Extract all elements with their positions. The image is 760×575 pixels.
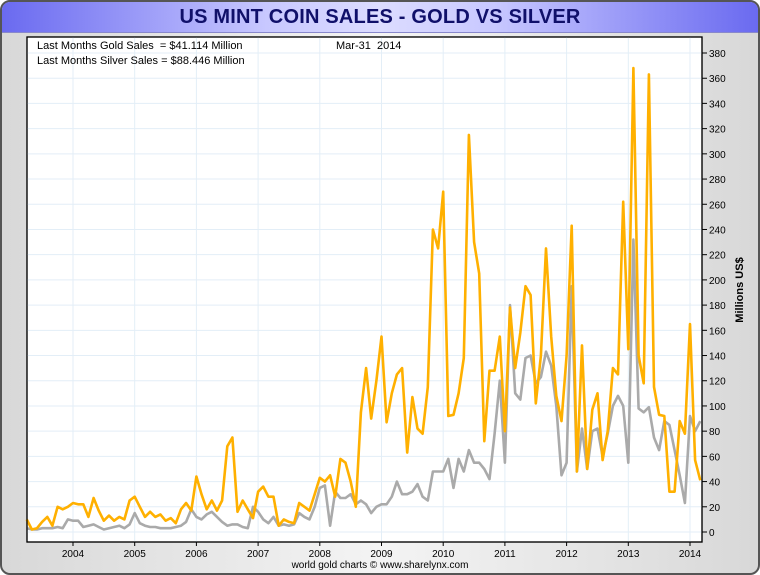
y-tick-label: 300 [709,150,726,161]
y-tick-label: 260 [709,200,726,211]
gold-sales-label: Last Months Gold Sales = $41.114 Million [37,40,243,52]
plot-border [26,36,703,543]
y-tick-label: 280 [709,175,726,186]
y-tick-label: 340 [709,99,726,110]
chart-title: US MINT COIN SALES - GOLD VS SILVER [179,6,581,28]
x-tick-label: 2008 [309,549,332,560]
y-tick-label: 360 [709,74,726,85]
y-tick-label: 120 [709,377,726,388]
x-tick-label: 2009 [370,549,393,560]
y-tick-label: 100 [709,402,726,413]
y-tick-label: 60 [709,452,721,463]
y-tick-label: 20 [709,503,721,514]
y-tick-label: 220 [709,251,726,262]
y-tick-label: 80 [709,427,721,438]
x-tick-label: 2010 [432,549,455,560]
y-tick-label: 160 [709,326,726,337]
x-tick-label: 2013 [617,549,640,560]
y-tick-label: 40 [709,478,721,489]
silver-sales-label: Last Months Silver Sales = $88.446 Milli… [37,55,245,67]
title-bar: US MINT COIN SALES - GOLD VS SILVER [2,2,758,33]
y-tick-label: 240 [709,225,726,236]
x-tick-label: 2004 [62,549,85,560]
y-tick-label: 180 [709,301,726,312]
credit: world gold charts © www.sharelynx.com [291,560,469,571]
x-tick-label: 2006 [185,549,208,560]
y-axis-label: Millions US$ [734,257,746,322]
x-tick-label: 2012 [555,549,578,560]
y-tick-label: 380 [709,49,726,60]
x-tick-label: 2011 [494,549,516,560]
y-tick-label: 0 [709,528,715,539]
y-tick-label: 200 [709,276,726,287]
series-lines [25,66,702,531]
x-tick-label: 2007 [247,549,270,560]
x-axis: 2004 2005 2006 2007 2008 2009 2010 2011 2012 2013… [62,542,702,560]
y-axis: 0 20 40 60 80 100 120 140 160 180 200 220 240 260 280 3… [702,49,726,539]
x-tick-label: 2005 [124,549,147,560]
gold-series-line [25,66,702,531]
x-tick-label: 2014 [679,549,702,560]
plot-area [26,36,703,543]
date-label: Mar-31 2014 [336,40,401,52]
grid [27,37,702,542]
y-tick-label: 140 [709,352,726,363]
y-tick-label: 320 [709,125,726,136]
